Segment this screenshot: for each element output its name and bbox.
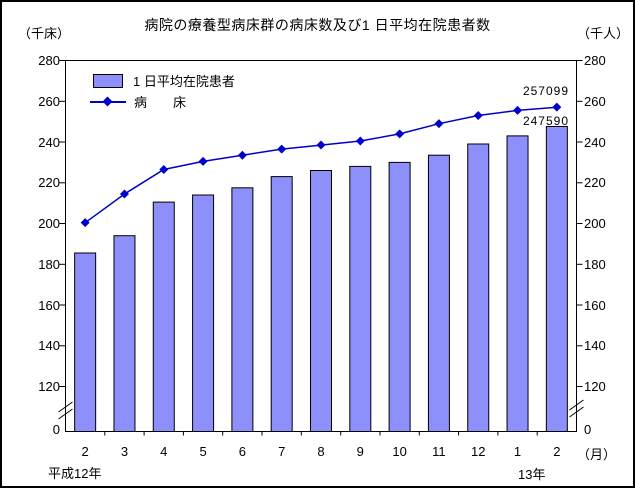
x-tick-label: 3 — [120, 444, 129, 459]
chart-title: 病院の療養型病床群の病床数及び1 日平均在院患者数 — [144, 17, 491, 33]
y-tick-label-left: 120 — [38, 379, 60, 394]
bar-legend-swatch — [93, 73, 123, 88]
y-tick-label-left: 160 — [38, 297, 60, 313]
y-tick-label-right: 260 — [584, 93, 606, 109]
line-marker-diamond — [237, 150, 247, 160]
bar-legend-label: 1 日平均在院患者 — [133, 74, 235, 89]
legend-entry-bar: 1 日平均在院患者 — [90, 72, 235, 89]
plot-frame — [65, 60, 577, 432]
bar — [113, 235, 136, 432]
x-tick-label: 7 — [278, 444, 286, 459]
x-tick-label: 11 — [432, 444, 446, 459]
bar — [427, 154, 450, 432]
line-marker-diamond — [355, 136, 365, 146]
x-tick-label: 2 — [553, 444, 561, 459]
x-tick-label: 5 — [199, 444, 207, 459]
x-tick-label: 8 — [317, 444, 325, 459]
bar — [467, 143, 490, 432]
line-marker-diamond — [277, 144, 287, 154]
end-year-label: 13年 — [518, 467, 546, 482]
line-marker-diamond — [119, 189, 129, 199]
patients-final-value-label: 247590 — [522, 114, 569, 128]
bar — [74, 252, 97, 432]
line-marker-diamond — [473, 111, 483, 121]
right-axis-unit: （千人） — [577, 26, 630, 41]
y-tick-label-left: 140 — [38, 338, 60, 354]
bar — [506, 135, 529, 432]
line-marker-diamond — [316, 140, 326, 150]
line-marker-diamond — [513, 105, 523, 115]
line-marker-diamond — [198, 156, 208, 166]
start-year-label: 平成12年 — [48, 466, 102, 481]
y-tick-label-left: 200 — [38, 216, 60, 231]
bar — [192, 194, 215, 432]
bars — [74, 126, 568, 432]
x-axis-unit: （月） — [577, 447, 617, 462]
y-tick-label-right: 220 — [584, 175, 606, 191]
legend: 1 日平均在院患者 病 床 — [90, 72, 235, 114]
y-zero-label-left: 0 — [52, 422, 60, 437]
y-tick-label-right: 200 — [584, 216, 606, 231]
y-tick-label-right: 140 — [584, 338, 606, 354]
x-tick-label: 1 — [513, 444, 522, 459]
bar — [388, 161, 411, 432]
bar — [270, 176, 293, 432]
bar — [231, 187, 254, 432]
line-marker-diamond — [395, 129, 405, 139]
line-marker-diamond — [80, 218, 90, 228]
y-tick-label-right: 280 — [584, 53, 606, 68]
line-marker-diamond — [552, 102, 562, 112]
y-tick-label-left: 180 — [38, 256, 60, 272]
x-tick-label: 9 — [356, 444, 364, 459]
x-tick-label: 12 — [470, 444, 486, 459]
x-tick-label: 2 — [81, 444, 89, 459]
y-tick-label-right: 180 — [584, 256, 606, 272]
x-tick-label: 4 — [160, 444, 168, 459]
y-tick-label-right: 120 — [584, 379, 606, 394]
beds-line-markers — [80, 102, 562, 228]
left-axis-unit: （千床） — [18, 26, 71, 41]
y-tick-label-left: 280 — [38, 53, 60, 68]
line-legend-label: 病 床 — [134, 95, 187, 110]
y-tick-label-right: 240 — [584, 134, 606, 150]
y-tick-label-right: 160 — [584, 297, 606, 313]
line-marker-diamond — [434, 119, 444, 129]
bar — [349, 165, 372, 432]
y-tick-label-left: 220 — [38, 175, 60, 191]
bar — [310, 170, 332, 432]
y-zero-label-right: 0 — [584, 422, 592, 437]
bar — [545, 126, 568, 432]
y-tick-label-left: 260 — [38, 93, 60, 109]
line-legend-sample — [90, 95, 126, 108]
legend-entry-line: 病 床 — [90, 93, 235, 110]
y-tick-label-left: 240 — [38, 134, 60, 150]
beds-final-value-label: 257099 — [522, 84, 569, 98]
bar — [152, 201, 175, 432]
line-marker-diamond — [159, 165, 169, 175]
x-tick-label: 6 — [238, 444, 246, 459]
x-tick-label: 10 — [392, 444, 407, 459]
axis-ticks — [59, 60, 583, 436]
axis-break-marks — [58, 399, 584, 420]
